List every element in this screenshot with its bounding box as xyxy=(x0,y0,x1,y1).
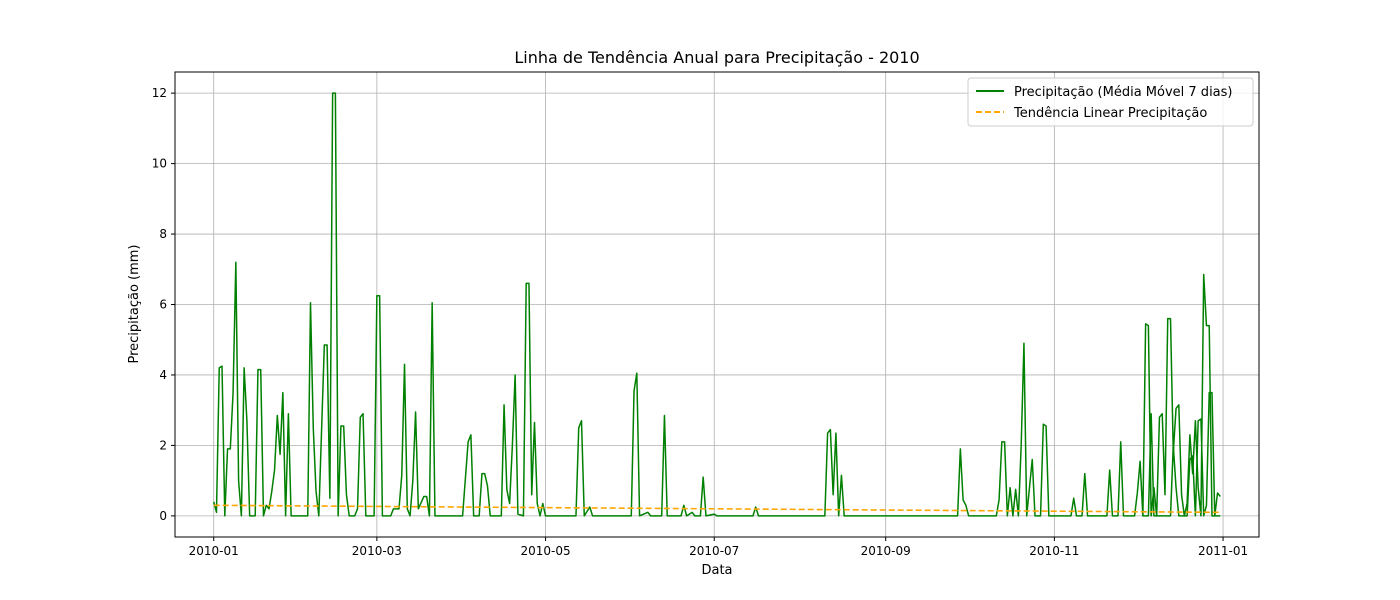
x-tick-label: 2010-03 xyxy=(352,544,402,558)
x-tick-label: 2010-11 xyxy=(1029,544,1079,558)
legend-entry-precipitacao: Precipitação (Média Móvel 7 dias) xyxy=(1014,85,1233,100)
series-line-precipitacao xyxy=(212,92,1221,517)
legend: Precipitação (Média Móvel 7 dias) Tendên… xyxy=(967,77,1254,127)
x-axis-label: Data xyxy=(701,563,732,578)
y-tick-label: 6 xyxy=(159,298,167,312)
series-line-tendencia xyxy=(213,504,1221,514)
y-tick-label: 4 xyxy=(159,368,167,382)
series-layer xyxy=(212,92,1221,517)
y-tick-label: 10 xyxy=(152,157,167,171)
legend-entry-tendencia: Tendência Linear Precipitação xyxy=(1013,106,1207,121)
y-tick-label: 8 xyxy=(159,227,167,241)
tick-layer: 2010-01 2010-03 2010-05 2010-07 2010-09 2010-… xyxy=(152,86,1248,558)
x-tick-label: 2011-01 xyxy=(1198,544,1248,558)
y-tick-label: 2 xyxy=(159,438,167,452)
y-tick-label: 12 xyxy=(152,86,167,100)
x-tick-label: 2010-01 xyxy=(189,544,239,558)
x-tick-label: 2010-05 xyxy=(520,544,570,558)
y-tick-label: 0 xyxy=(159,509,167,523)
series-line-precipitacao-december xyxy=(1142,273,1221,517)
x-tick-label: 2010-09 xyxy=(861,544,911,558)
x-tick-label: 2010-07 xyxy=(689,544,739,558)
chart-title: Linha de Tendência Anual para Precipitaç… xyxy=(514,48,919,67)
y-axis-label: Precipitação (mm) xyxy=(127,244,142,363)
legend-box xyxy=(967,77,1254,127)
